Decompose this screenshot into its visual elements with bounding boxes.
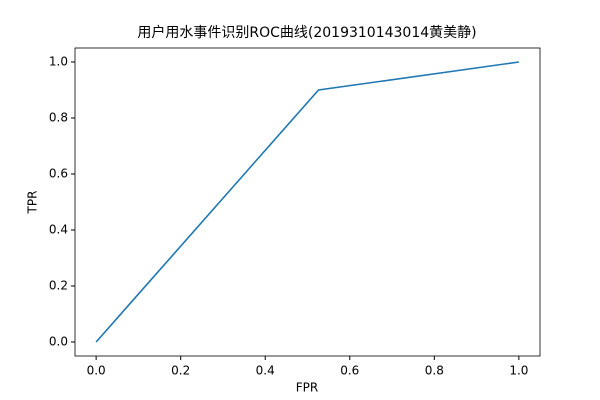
line	[95, 61, 519, 343]
y-tick-label: 0.4	[49, 223, 68, 237]
y-tick-label: 1.0	[49, 55, 68, 69]
y-tick-label: 0.2	[49, 279, 68, 293]
chart-title: 用户用水事件识别ROC曲线(2019310143014黄美静)	[137, 24, 476, 41]
x-tick-label: 0.2	[171, 364, 190, 378]
x-tick-label: 0.8	[425, 364, 444, 378]
x-tick-label: 0.0	[87, 364, 106, 378]
x-tick-label: 1.0	[509, 364, 528, 378]
x-tick-label: 0.4	[256, 364, 275, 378]
plot-frame	[74, 47, 541, 357]
y-tick-label: 0.0	[49, 335, 68, 349]
y-axis-label: TPR	[26, 191, 40, 215]
x-axis-label: FPR	[296, 381, 318, 395]
y-tick-label: 0.6	[49, 167, 68, 181]
y-tick-label: 0.8	[49, 111, 68, 125]
x-tick-label: 0.6	[340, 364, 359, 378]
